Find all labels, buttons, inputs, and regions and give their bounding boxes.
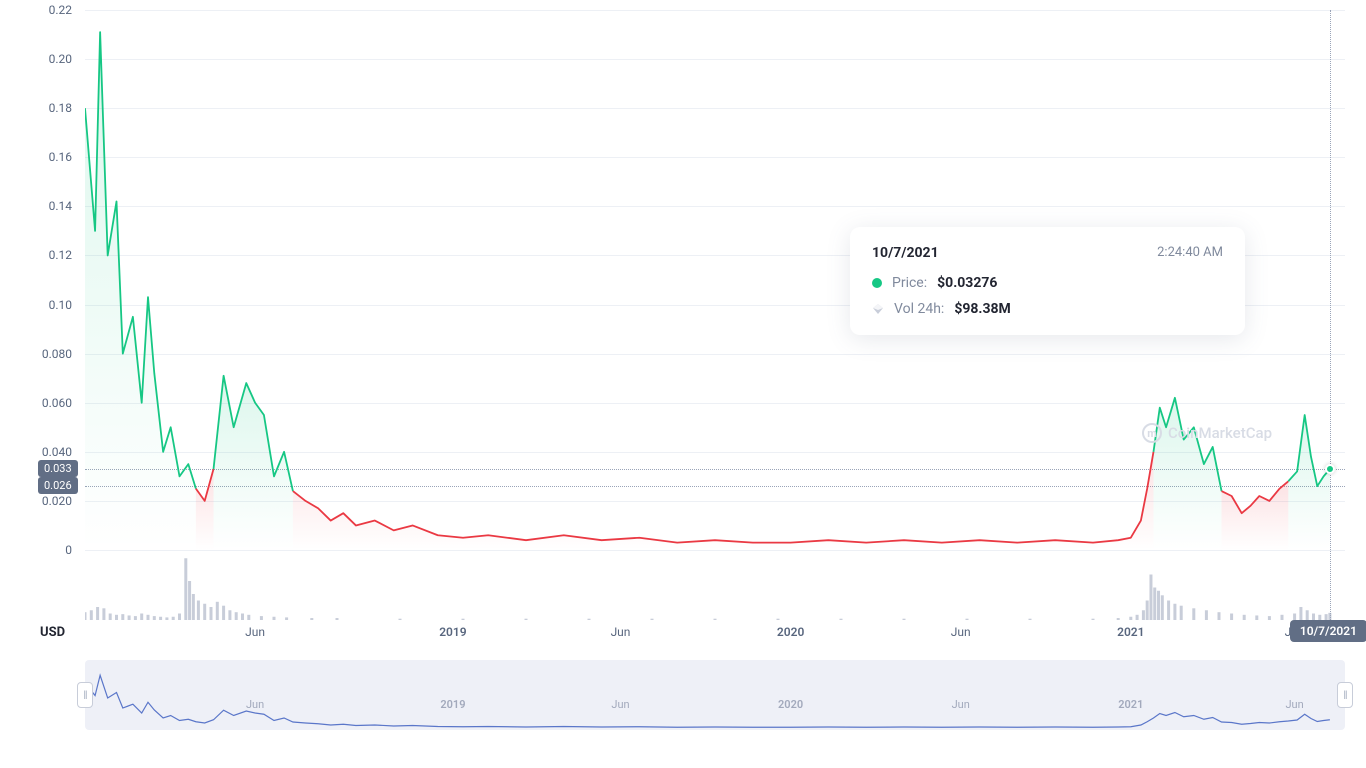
y-tick-label: 0.12 xyxy=(49,248,72,262)
y-tick-label: 0 xyxy=(65,543,72,557)
x-tick-label: 2021 xyxy=(1117,625,1144,639)
tooltip-value: $98.38M xyxy=(954,301,1010,317)
x-axis: Jun2019Jun2020Jun2021Jun xyxy=(85,625,1345,650)
y-tick-label: 0.14 xyxy=(49,199,72,213)
cursor-marker xyxy=(1325,464,1335,474)
x-tick-label: 2019 xyxy=(439,625,466,639)
y-tick-label: 0.22 xyxy=(49,3,72,17)
nav-x-tick-label: 2019 xyxy=(440,698,465,711)
price-guide-badge: 0.033 xyxy=(38,460,78,477)
tooltip-row: Vol 24h: $98.38M xyxy=(872,301,1223,317)
volume-diamond-icon xyxy=(872,303,884,315)
y-tick-label: 0.10 xyxy=(49,298,72,312)
x-tick-label: 2020 xyxy=(777,625,804,639)
x-tick-label: Jun xyxy=(611,625,631,639)
y-tick-label: 0.16 xyxy=(49,150,72,164)
cursor-date-badge: 10/7/2021 xyxy=(1290,620,1366,642)
price-chart-container: 0 0.020 0.040 0.060 0.080 0.10 0.12 0.14 0.16 0.1… xyxy=(20,0,1350,768)
tooltip-row: Price: $0.03276 xyxy=(872,275,1223,291)
currency-label: USD xyxy=(40,625,65,640)
y-tick-label: 0.040 xyxy=(42,445,72,459)
x-tick-label: Jun xyxy=(951,625,971,639)
crosshair-vertical xyxy=(1330,10,1331,620)
coinmarketcap-logo-icon: m xyxy=(1142,423,1162,443)
nav-x-tick-label: Jun xyxy=(1285,698,1303,711)
price-tooltip: 10/7/2021 2:24:40 AM Price: $0.03276 Vol 2… xyxy=(850,227,1245,335)
navigator-handle-left[interactable]: || xyxy=(77,682,93,708)
nav-x-tick-label: 2021 xyxy=(1118,698,1143,711)
coinmarketcap-watermark: m CoinMarketCap xyxy=(1142,423,1272,443)
tooltip-date: 10/7/2021 xyxy=(872,245,939,261)
x-tick-label: Jun xyxy=(245,625,265,639)
y-tick-label: 0.20 xyxy=(49,52,72,66)
y-tick-label: 0.060 xyxy=(42,396,72,410)
price-guide-badge: 0.026 xyxy=(38,477,78,494)
navigator-handle-right[interactable]: || xyxy=(1337,682,1353,708)
tooltip-label: Vol 24h: xyxy=(894,301,944,317)
nav-x-tick-label: 2020 xyxy=(778,698,803,711)
nav-x-tick-label: Jun xyxy=(246,698,264,711)
volume-chart xyxy=(85,555,1345,620)
price-dot-icon xyxy=(872,278,882,288)
y-tick-label: 0.020 xyxy=(42,494,72,508)
tooltip-value: $0.03276 xyxy=(937,275,997,291)
tooltip-time: 2:24:40 AM xyxy=(1157,245,1223,261)
tooltip-label: Price: xyxy=(892,275,927,291)
y-tick-label: 0.080 xyxy=(42,347,72,361)
time-navigator[interactable]: Jun2019Jun2020Jun2021Jun || || xyxy=(85,660,1345,730)
navigator-chart xyxy=(85,660,1345,730)
watermark-text: CoinMarketCap xyxy=(1168,424,1272,442)
nav-x-tick-label: Jun xyxy=(611,698,629,711)
nav-x-tick-label: Jun xyxy=(952,698,970,711)
y-tick-label: 0.18 xyxy=(49,101,72,115)
